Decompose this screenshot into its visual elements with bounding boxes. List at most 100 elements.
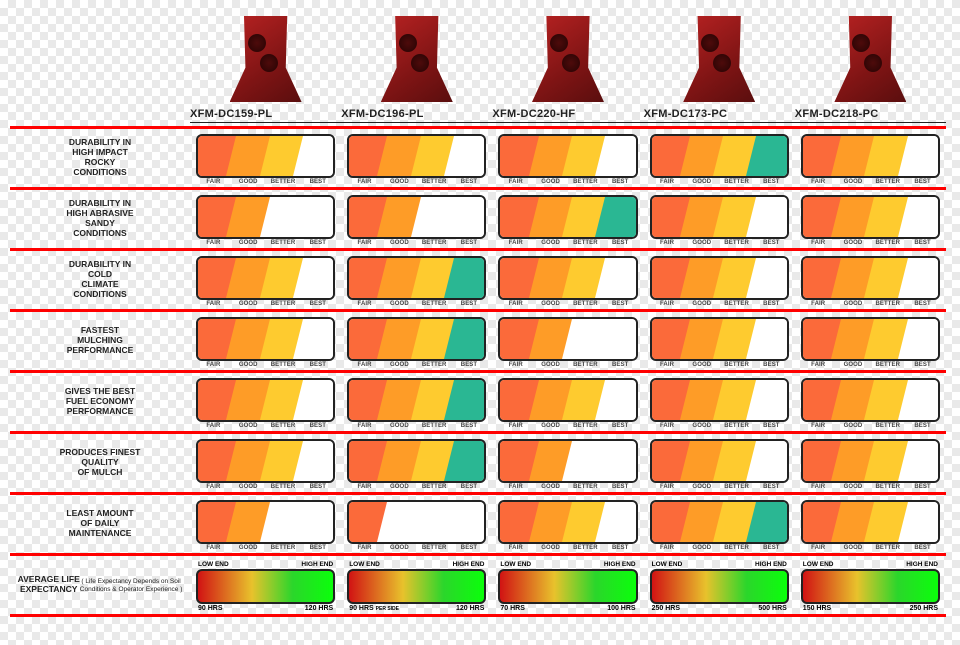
- scale-label: BEST: [754, 362, 789, 368]
- rating-cell-r6-c1: FAIRGOODBETTERBEST: [190, 434, 341, 492]
- scale-label: GOOD: [231, 484, 266, 490]
- scale-label: GOOD: [382, 240, 417, 246]
- life-high-label: HIGH END: [453, 561, 485, 568]
- scale-label: FAIR: [196, 179, 231, 185]
- scale-label: BEST: [603, 301, 638, 307]
- scale-label: GOOD: [533, 423, 568, 429]
- scale-label: BEST: [603, 362, 638, 368]
- product-name-1: XFM-DC159-PL: [190, 104, 341, 123]
- scale-label: BETTER: [870, 301, 905, 307]
- life-row-label: AVERAGE LIFEEXPECTANCY( Life Expectancy …: [10, 556, 190, 614]
- scale-label: FAIR: [498, 484, 533, 490]
- scale-label: FAIR: [498, 545, 533, 551]
- life-cell-5: LOW ENDHIGH END150 HRS250 HRS: [795, 556, 946, 614]
- scale-label: FAIR: [650, 301, 685, 307]
- row-divider: [10, 614, 946, 617]
- product-image-3: [492, 4, 643, 104]
- life-high-value: 120 HRS: [456, 605, 484, 612]
- rating-cell-r5-c2: FAIRGOODBETTERBEST: [341, 373, 492, 431]
- scale-label: GOOD: [836, 301, 871, 307]
- scale-label: GOOD: [684, 362, 719, 368]
- scale-label: FAIR: [650, 423, 685, 429]
- scale-label: GOOD: [533, 545, 568, 551]
- scale-label: BEST: [905, 301, 940, 307]
- scale-label: FAIR: [498, 179, 533, 185]
- scale-label: BEST: [452, 545, 487, 551]
- rating-cell-r1-c4: FAIRGOODBETTERBEST: [644, 129, 795, 187]
- row-label-2: DURABILITY INHIGH ABRASIVESANDYCONDITION…: [10, 190, 190, 248]
- life-low-value: 70 HRS: [500, 605, 525, 612]
- rating-cell-r4-c2: FAIRGOODBETTERBEST: [341, 312, 492, 370]
- scale-label: FAIR: [801, 240, 836, 246]
- scale-label: BEST: [300, 240, 335, 246]
- scale-label: BEST: [754, 301, 789, 307]
- scale-label: FAIR: [196, 545, 231, 551]
- rating-cell-r4-c5: FAIRGOODBETTERBEST: [795, 312, 946, 370]
- scale-label: FAIR: [650, 545, 685, 551]
- scale-label: FAIR: [650, 240, 685, 246]
- scale-label: GOOD: [836, 423, 871, 429]
- scale-label: BETTER: [568, 484, 603, 490]
- scale-label: BEST: [754, 240, 789, 246]
- scale-label: GOOD: [533, 301, 568, 307]
- scale-label: BETTER: [417, 301, 452, 307]
- scale-label: GOOD: [836, 484, 871, 490]
- scale-label: BEST: [754, 545, 789, 551]
- scale-label: FAIR: [498, 240, 533, 246]
- scale-label: BETTER: [568, 240, 603, 246]
- scale-label: BETTER: [568, 423, 603, 429]
- scale-label: BETTER: [266, 423, 301, 429]
- scale-label: BETTER: [870, 484, 905, 490]
- scale-label: FAIR: [801, 484, 836, 490]
- product-name-5: XFM-DC218-PC: [795, 104, 946, 123]
- scale-label: BEST: [603, 423, 638, 429]
- scale-label: GOOD: [533, 240, 568, 246]
- scale-label: FAIR: [498, 362, 533, 368]
- life-high-label: HIGH END: [604, 561, 636, 568]
- scale-label: BEST: [603, 240, 638, 246]
- scale-label: GOOD: [836, 545, 871, 551]
- life-high-label: HIGH END: [301, 561, 333, 568]
- rating-cell-r3-c2: FAIRGOODBETTERBEST: [341, 251, 492, 309]
- life-cell-4: LOW ENDHIGH END250 HRS500 HRS: [644, 556, 795, 614]
- scale-label: FAIR: [347, 301, 382, 307]
- scale-label: BETTER: [266, 362, 301, 368]
- scale-label: BEST: [754, 484, 789, 490]
- scale-label: BETTER: [266, 484, 301, 490]
- rating-cell-r4-c3: FAIRGOODBETTERBEST: [492, 312, 643, 370]
- rating-cell-r7-c1: FAIRGOODBETTERBEST: [190, 495, 341, 553]
- scale-label: BEST: [905, 362, 940, 368]
- scale-label: GOOD: [382, 301, 417, 307]
- scale-label: GOOD: [684, 423, 719, 429]
- scale-label: BETTER: [870, 179, 905, 185]
- scale-label: GOOD: [533, 362, 568, 368]
- scale-label: BEST: [603, 484, 638, 490]
- scale-label: BEST: [300, 484, 335, 490]
- scale-label: BEST: [905, 423, 940, 429]
- scale-label: BEST: [452, 179, 487, 185]
- product-name-2: XFM-DC196-PL: [341, 104, 492, 123]
- product-image-2: [341, 4, 492, 104]
- scale-label: GOOD: [836, 362, 871, 368]
- scale-label: GOOD: [684, 301, 719, 307]
- scale-label: BETTER: [568, 545, 603, 551]
- row-label-1: DURABILITY INHIGH IMPACTROCKYCONDITIONS: [10, 129, 190, 187]
- rating-cell-r3-c5: FAIRGOODBETTERBEST: [795, 251, 946, 309]
- scale-label: FAIR: [347, 240, 382, 246]
- rating-cell-r6-c5: FAIRGOODBETTERBEST: [795, 434, 946, 492]
- life-low-label: LOW END: [198, 561, 229, 568]
- scale-label: FAIR: [196, 362, 231, 368]
- scale-label: GOOD: [231, 362, 266, 368]
- scale-label: BETTER: [870, 240, 905, 246]
- product-name-3: XFM-DC220-HF: [492, 104, 643, 123]
- rating-cell-r1-c5: FAIRGOODBETTERBEST: [795, 129, 946, 187]
- product-name-4: XFM-DC173-PC: [644, 104, 795, 123]
- row-label-6: PRODUCES FINESTQUALITYOF MULCH: [10, 434, 190, 492]
- scale-label: BETTER: [417, 423, 452, 429]
- scale-label: GOOD: [231, 423, 266, 429]
- life-low-label: LOW END: [500, 561, 531, 568]
- scale-label: GOOD: [231, 179, 266, 185]
- rating-cell-r2-c4: FAIRGOODBETTERBEST: [644, 190, 795, 248]
- scale-label: GOOD: [382, 179, 417, 185]
- scale-label: BETTER: [719, 301, 754, 307]
